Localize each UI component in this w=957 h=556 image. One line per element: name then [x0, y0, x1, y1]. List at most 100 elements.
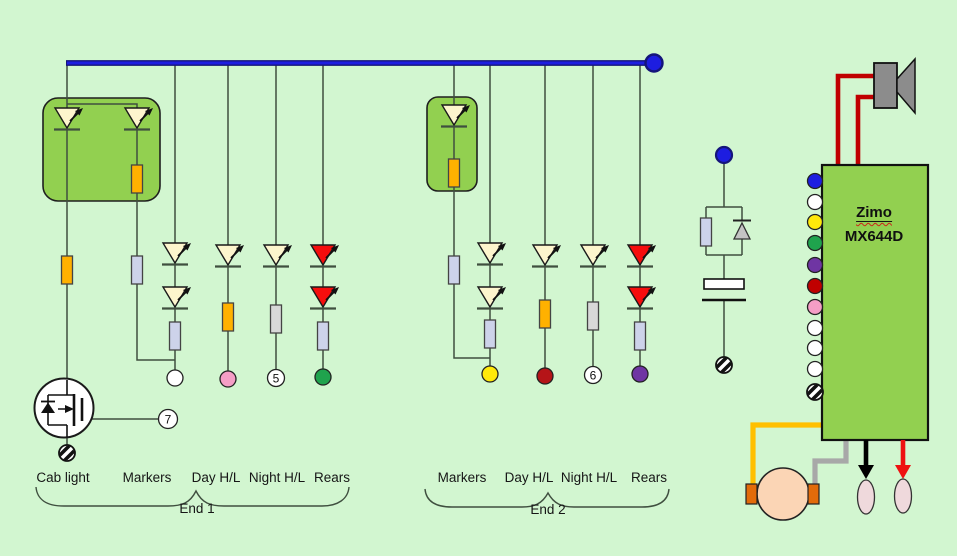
end1-day-output-dot — [219, 370, 237, 388]
decoder-model: MX644D — [844, 228, 904, 245]
end1-brace — [35, 486, 350, 507]
end1-night-output-dot — [266, 368, 286, 388]
decoder-dot-yellow — [806, 213, 824, 231]
speaker-cone-icon — [896, 57, 916, 116]
end2-night-number: 6 — [590, 369, 597, 383]
red-led-icon — [625, 243, 658, 268]
resistor-icon — [447, 255, 461, 285]
motor-wire-gold — [750, 422, 823, 484]
decoder-body — [820, 163, 930, 442]
end2-markers-output-dot — [481, 365, 499, 383]
energy-storage-wire — [705, 163, 743, 357]
resistor-icon — [447, 158, 461, 188]
end1-headlight-cluster-box — [42, 97, 161, 202]
rail-pickup-right — [893, 478, 913, 514]
decoder-dot-darkred — [806, 277, 824, 295]
end1-markers-output-dot — [166, 369, 184, 387]
led-icon — [261, 243, 294, 268]
speaker-magnet — [873, 62, 898, 109]
led-icon — [475, 285, 508, 310]
resistor-icon — [60, 255, 74, 285]
energy-blue-dot — [714, 145, 734, 165]
track-arrowhead-black — [858, 465, 874, 479]
end2-brace — [424, 488, 670, 508]
decoder-dot-purple — [806, 256, 824, 274]
cab-output-number: 7 — [165, 413, 172, 427]
end1-night-number: 5 — [273, 372, 280, 386]
body-diode-icon — [41, 402, 55, 413]
rail-pickup-left — [856, 479, 876, 515]
label-end1-day: Day H/L — [191, 470, 241, 485]
label-end1-brace: End 1 — [179, 501, 215, 516]
end2-headlight-cluster-box — [426, 96, 478, 192]
label-end1-night: Night H/L — [248, 470, 306, 485]
decoder-block — [750, 57, 930, 515]
led-icon — [160, 241, 193, 266]
zener-diode-icon — [732, 221, 752, 240]
decoder-dot-white — [806, 360, 824, 378]
led-icon — [475, 241, 508, 266]
led-icon — [160, 285, 193, 310]
decoder-dot-green — [806, 234, 824, 252]
motor-terminal-left — [745, 483, 758, 505]
motor-wire-gray — [812, 439, 849, 484]
ground-icon — [58, 444, 76, 462]
decoder-dot-white — [806, 339, 824, 357]
lavender-resistors — [130, 217, 713, 351]
bus-end-dot — [644, 53, 664, 73]
group-braces — [35, 486, 670, 508]
red-led-icon — [308, 285, 341, 310]
motor-body — [756, 467, 810, 521]
resistor-icon — [269, 304, 283, 334]
led-icon — [530, 243, 563, 268]
label-cab-light: Cab light — [36, 470, 90, 485]
blue-common-bus — [66, 53, 664, 73]
red-led-symbols — [308, 243, 658, 310]
resistor-icon — [633, 321, 647, 351]
resistor-icon — [130, 255, 144, 285]
end1-rears-output-dot — [314, 368, 332, 386]
resistor-icon — [483, 319, 497, 349]
red-led-icon — [625, 285, 658, 310]
resistor-icon — [538, 299, 552, 329]
decoder-dot-white — [806, 193, 824, 211]
output-numbers: 5 6 7 — [165, 369, 597, 427]
function-output-dots — [157, 365, 649, 430]
label-end2-day: Day H/L — [504, 470, 554, 485]
resistor-icon — [221, 302, 235, 332]
cab-light-mosfet — [33, 377, 95, 439]
speaker-wires — [835, 73, 874, 166]
end2-night-output-dot — [583, 365, 603, 385]
cab-light-output-dot — [157, 408, 179, 430]
end1-marker-branch-wire — [67, 103, 175, 361]
decoder-brand-text: Zimo — [856, 204, 892, 222]
resistor-icon — [130, 164, 144, 194]
decoder-dot-blue — [806, 172, 824, 190]
end2-rears-output-dot — [631, 365, 649, 383]
track-arrowhead-red — [895, 465, 911, 479]
label-end2-brace: End 2 — [530, 502, 566, 517]
resistor-icon — [316, 321, 330, 351]
circuit-wires — [66, 63, 743, 446]
motor — [745, 467, 820, 521]
label-end1-markers: Markers — [122, 470, 172, 485]
red-led-icon — [308, 243, 341, 268]
label-end2-markers: Markers — [437, 470, 487, 485]
end2-day-output-dot — [536, 367, 554, 385]
resistor-icon — [586, 301, 600, 331]
label-end2-rears: Rears — [630, 470, 668, 485]
resistor-icon — [699, 217, 713, 247]
ground-icon — [715, 356, 733, 374]
energy-storage-module — [702, 145, 752, 302]
capacitor-plate-top — [703, 278, 745, 290]
orange-resistors — [60, 158, 552, 332]
decoder-brand: Zimo — [856, 204, 892, 222]
decoder-dot-white — [806, 319, 824, 337]
label-end1-rears: Rears — [313, 470, 351, 485]
decoder-dot-pink — [806, 298, 824, 316]
led-icon — [213, 243, 246, 268]
label-end2-night: Night H/L — [560, 470, 618, 485]
led-icon — [578, 243, 611, 268]
